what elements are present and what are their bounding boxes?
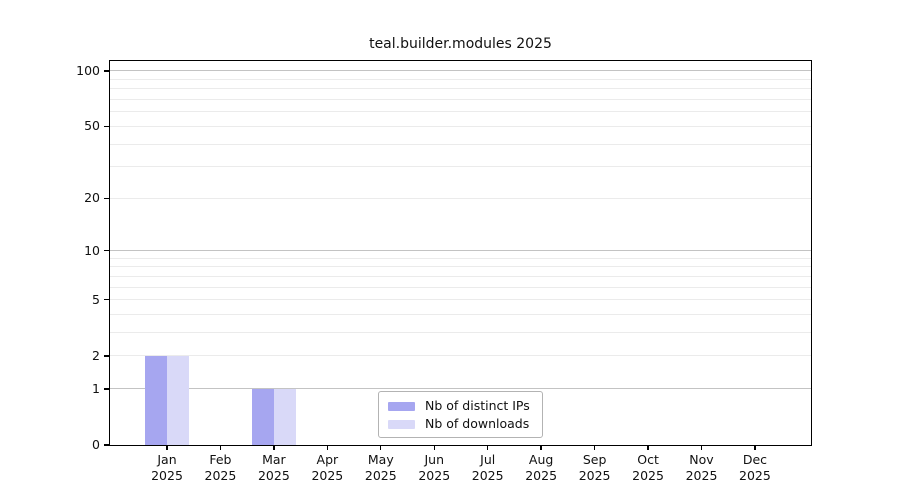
gridline-minor-9 [110, 257, 811, 259]
x-tick-mark-dec [754, 445, 756, 450]
gridline-minor-80 [110, 88, 811, 90]
x-tick-year-dec: 2025 [739, 467, 771, 483]
x-tick-month-mar: Mar [262, 452, 286, 467]
y-tick-label-1: 1 [92, 380, 100, 396]
x-tick-year-jan: 2025 [151, 467, 183, 483]
gridline-major-1 [110, 388, 811, 390]
y-tick-mark-2 [104, 355, 110, 357]
bar-nb-of-downloads-mar [273, 388, 296, 445]
x-tick-month-oct: Oct [637, 452, 659, 467]
x-tick-year-jun: 2025 [418, 467, 451, 483]
y-tick-mark-20 [104, 197, 110, 199]
x-tick-year-oct: 2025 [632, 467, 664, 483]
gridline-minor-20 [110, 197, 811, 199]
y-tick-label-5: 5 [92, 291, 100, 307]
x-tick-mark-mar [273, 445, 275, 450]
x-tick-year-aug: 2025 [525, 467, 558, 483]
x-tick-label-may: May 2025 [349, 452, 413, 483]
x-tick-year-feb: 2025 [204, 467, 237, 483]
x-tick-mark-apr [326, 445, 329, 450]
gridline-minor-5 [110, 299, 811, 301]
bar-nb-of-downloads-jan [167, 355, 189, 445]
x-tick-mark-may [380, 445, 382, 450]
y-tick-mark-10 [104, 249, 110, 252]
gridline-minor-6 [110, 286, 811, 288]
y-tick-label-0: 0 [92, 437, 100, 452]
y-tick-mark-5 [104, 299, 110, 301]
legend-swatch-downloads [388, 419, 415, 429]
x-tick-mark-sep [593, 445, 596, 450]
x-tick-mark-jun [433, 445, 435, 450]
legend-swatch-distinct-ips [388, 401, 415, 411]
x-tick-label-oct: Oct 2025 [616, 452, 680, 483]
gridline-minor-3 [110, 332, 811, 334]
chart-title: teal.builder.modules 2025 [369, 36, 552, 52]
y-tick-mark-100 [104, 70, 110, 72]
x-tick-label-jan: Jan 2025 [135, 452, 199, 483]
y-tick-mark-1 [104, 388, 110, 390]
plot-area: Nb of distinct IPs Nb of downloads [109, 60, 812, 446]
legend: Nb of distinct IPs Nb of downloads [378, 391, 543, 438]
gridline-major-10 [110, 250, 811, 252]
gridline-minor-90 [110, 78, 811, 80]
x-tick-month-aug: Aug [528, 452, 554, 467]
gridline-minor-60 [110, 111, 811, 113]
x-tick-month-nov: Nov [689, 452, 714, 467]
y-tick-label-100: 100 [76, 62, 100, 78]
x-tick-label-sep: Sep 2025 [563, 452, 627, 483]
x-tick-label-jul: Jul 2025 [456, 452, 520, 483]
x-tick-mark-jan [166, 445, 168, 450]
x-tick-month-may: May [367, 452, 394, 467]
gridline-minor-7 [110, 275, 811, 277]
x-tick-year-jul: 2025 [471, 467, 504, 483]
gridline-major-100 [110, 70, 811, 72]
legend-label-distinct-ips: Nb of distinct IPs [425, 398, 530, 413]
x-tick-year-apr: 2025 [311, 467, 344, 483]
x-tick-year-nov: 2025 [685, 467, 718, 483]
y-tick-label-10: 10 [84, 242, 100, 258]
x-tick-month-feb: Feb [209, 452, 232, 467]
bar-nb-of-distinct-ips-mar [251, 388, 274, 445]
x-tick-mark-feb [219, 445, 222, 450]
bar-nb-of-distinct-ips-jan [145, 355, 167, 445]
x-tick-month-jul: Jul [480, 452, 496, 467]
x-tick-mark-nov [700, 445, 703, 450]
x-tick-month-jan: Jan [157, 452, 177, 467]
gridline-minor-8 [110, 266, 811, 268]
legend-entry-downloads: Nb of downloads [388, 415, 533, 433]
x-tick-label-feb: Feb 2025 [188, 452, 252, 483]
x-tick-label-apr: Apr 2025 [295, 452, 359, 483]
x-tick-mark-jul [487, 445, 489, 450]
x-tick-month-sep: Sep [582, 452, 607, 467]
x-tick-label-jun: Jun 2025 [402, 452, 466, 483]
y-tick-mark-0 [104, 444, 110, 446]
legend-entry-distinct-ips: Nb of distinct IPs [388, 397, 533, 415]
x-tick-year-may: 2025 [364, 467, 397, 483]
x-tick-year-sep: 2025 [578, 467, 611, 483]
x-tick-year-mar: 2025 [257, 467, 290, 483]
y-tick-label-2: 2 [92, 347, 100, 363]
x-tick-label-aug: Aug 2025 [509, 452, 573, 483]
y-tick-label-20: 20 [84, 190, 100, 206]
gridline-minor-50 [110, 125, 811, 127]
y-tick-label-50: 50 [84, 118, 100, 134]
x-tick-month-apr: Apr [316, 452, 339, 467]
x-tick-label-nov: Nov 2025 [670, 452, 734, 483]
x-tick-month-jun: Jun [424, 452, 445, 467]
legend-label-downloads: Nb of downloads [425, 416, 530, 431]
gridline-minor-40 [110, 143, 811, 145]
x-tick-month-dec: Dec [742, 452, 768, 467]
gridline-minor-70 [110, 99, 811, 101]
x-tick-label-mar: Mar 2025 [242, 452, 306, 483]
x-tick-mark-aug [540, 445, 542, 450]
x-tick-label-dec: Dec 2025 [723, 452, 787, 483]
gridline-minor-2 [110, 355, 811, 357]
gridline-minor-30 [110, 166, 811, 168]
gridline-minor-4 [110, 314, 811, 316]
y-tick-mark-50 [104, 125, 110, 128]
x-tick-mark-oct [647, 445, 649, 450]
